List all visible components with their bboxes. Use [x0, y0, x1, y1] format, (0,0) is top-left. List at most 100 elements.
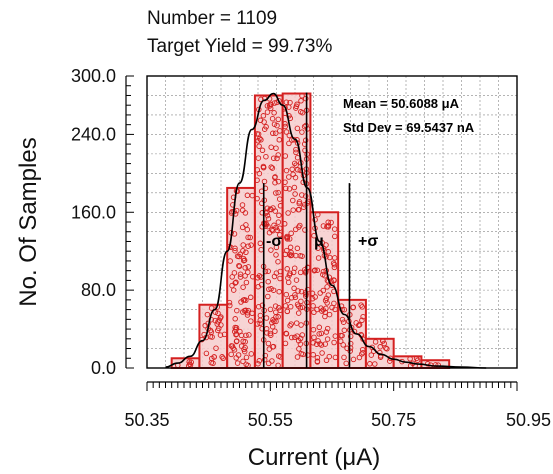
- sample-dot: [295, 338, 302, 344]
- sample-dot: [380, 338, 386, 344]
- std-dev-annotation: Std Dev = 69.5437 nA: [343, 120, 475, 135]
- sample-dot: [264, 109, 271, 115]
- sample-dot: [210, 360, 216, 367]
- sample-dot: [218, 322, 224, 328]
- sample-dot: [299, 92, 305, 99]
- sample-dot: [286, 104, 292, 110]
- sample-dot: [360, 313, 366, 320]
- sample-dot: [332, 354, 339, 361]
- x-tick-label: 50.75: [371, 410, 416, 430]
- sample-dot: [237, 271, 244, 277]
- sample-dot: [208, 316, 215, 323]
- sample-dot: [315, 211, 321, 218]
- sample-dot: [265, 360, 272, 367]
- sample-dot: [315, 245, 321, 251]
- sample-dot: [255, 303, 262, 310]
- sample-dot: [302, 193, 309, 199]
- sample-dot: [293, 146, 299, 153]
- sample-dot: [271, 100, 278, 106]
- sample-dot: [217, 332, 224, 338]
- sample-dot: [272, 328, 278, 334]
- sample-dot: [236, 262, 242, 269]
- sample-dot: [367, 361, 373, 367]
- sample-dot: [291, 285, 297, 292]
- sample-dot: [248, 242, 254, 248]
- sample-dot: [265, 278, 271, 285]
- sample-dot: [424, 361, 431, 367]
- sample-dot: [302, 137, 309, 144]
- sample-dot: [273, 190, 279, 196]
- y-tick-label: 160.0: [71, 202, 116, 222]
- y-axis-title: No. Of Samples: [15, 137, 42, 306]
- sample-dot: [236, 263, 243, 270]
- sample-dot: [341, 306, 348, 313]
- sample-dot: [268, 164, 274, 170]
- sample-dot: [259, 147, 266, 154]
- y-tick-label: 0.0: [91, 358, 116, 378]
- sample-dot: [218, 314, 224, 320]
- sample-dot: [238, 332, 245, 339]
- sample-dot: [268, 286, 274, 292]
- sample-dot: [312, 267, 318, 273]
- sample-dot: [276, 137, 283, 143]
- sample-dot: [290, 207, 296, 213]
- sample-dot: [274, 155, 280, 162]
- sample-dot: [271, 110, 277, 116]
- sample-dot: [275, 152, 281, 158]
- sample-dot: [240, 284, 246, 290]
- sample-dot: [257, 320, 263, 327]
- sample-dot: [294, 354, 301, 360]
- sample-dot: [270, 155, 277, 161]
- sample-dot: [347, 340, 354, 347]
- sample-dot: [286, 251, 293, 258]
- sample-dot: [282, 340, 289, 347]
- sample-dots: [175, 92, 441, 368]
- sample-dot: [265, 215, 272, 222]
- sample-dot: [272, 130, 279, 136]
- sample-dot: [273, 244, 280, 251]
- sample-dot: [282, 104, 288, 111]
- x-axis-title: Current (μA): [248, 444, 381, 471]
- sample-dot: [286, 186, 293, 192]
- sample-dot: [275, 189, 281, 196]
- sample-dot: [244, 309, 251, 316]
- sample-dot: [269, 115, 276, 122]
- sample-dot: [325, 222, 332, 229]
- sample-dot: [254, 321, 261, 327]
- sample-dot: [284, 308, 291, 315]
- sample-dot: [310, 340, 316, 346]
- sample-dot: [320, 271, 326, 278]
- sample-dot: [242, 265, 248, 271]
- sample-dot: [268, 247, 274, 253]
- sample-dot: [323, 253, 329, 260]
- sample-dot: [264, 330, 270, 336]
- sample-dot: [213, 345, 219, 351]
- minus-sigma-label: -σ: [266, 233, 282, 250]
- sample-dot: [284, 297, 291, 304]
- sample-dot: [269, 320, 275, 326]
- sample-dot: [215, 327, 221, 334]
- sample-dot: [332, 233, 338, 240]
- sample-dot: [317, 290, 323, 296]
- sample-dot: [247, 234, 253, 241]
- sample-dot: [204, 311, 211, 318]
- sample-dot: [283, 291, 290, 298]
- sample-dot: [229, 282, 235, 289]
- mu-label: μ: [314, 233, 324, 250]
- sample-dot: [276, 232, 283, 238]
- sample-dot: [337, 338, 344, 344]
- sample-dot: [287, 303, 294, 310]
- sample-dot: [310, 351, 316, 358]
- sample-dot: [240, 255, 247, 262]
- sample-dot: [295, 206, 302, 213]
- sample-dot: [275, 219, 282, 225]
- sample-dot: [286, 140, 292, 147]
- y-axis: 0.0 80.0 160.0 240.0 300.0: [71, 66, 134, 378]
- sample-dot: [294, 101, 300, 108]
- sample-dot: [292, 191, 298, 197]
- sample-dot: [188, 359, 194, 365]
- sample-dot: [236, 253, 242, 260]
- sample-dot: [387, 355, 394, 362]
- sample-dot: [265, 223, 271, 230]
- sample-dot: [282, 153, 289, 159]
